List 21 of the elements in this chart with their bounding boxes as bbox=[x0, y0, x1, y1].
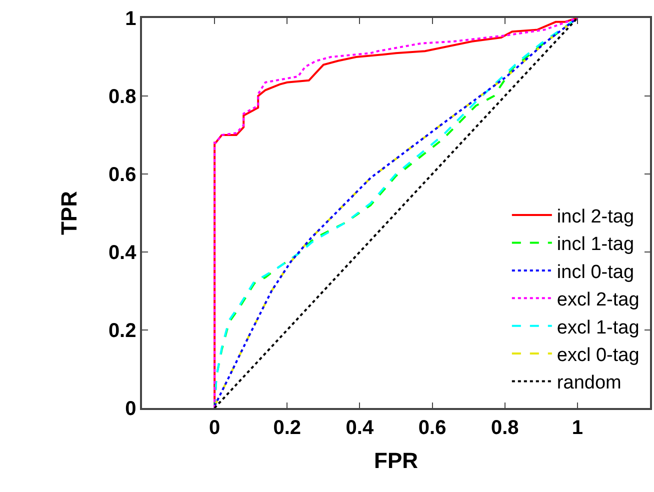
x-tick-label: 0.6 bbox=[418, 416, 446, 439]
y-tick-label: 1 bbox=[125, 8, 136, 30]
legend-label: excl 2-tag bbox=[556, 290, 640, 311]
y-tick-label: 0.2 bbox=[108, 320, 136, 342]
x-tick-label: 0.8 bbox=[490, 416, 519, 439]
legend-label: incl 0-tag bbox=[556, 262, 634, 283]
y-tick-label: 0.6 bbox=[108, 164, 136, 186]
x-axis-title: FPR bbox=[374, 448, 418, 474]
y-axis-title: TPR bbox=[56, 190, 82, 235]
x-tick-label: 0.4 bbox=[346, 416, 374, 439]
legend-label: excl 0-tag bbox=[556, 344, 640, 366]
y-tick-label: 0 bbox=[125, 398, 136, 420]
x-tick-label: 0.2 bbox=[273, 416, 302, 439]
x-tick-label: 0 bbox=[209, 416, 220, 439]
legend-label: incl 2-tag bbox=[556, 206, 634, 228]
y-tick-label: 0.8 bbox=[108, 86, 136, 108]
x-tick-label: 1 bbox=[572, 416, 583, 439]
legend-label: excl 1-tag bbox=[556, 317, 640, 338]
legend-label: random bbox=[556, 372, 622, 394]
y-tick-label: 0.4 bbox=[108, 242, 138, 264]
legend-label: incl 1-tag bbox=[556, 234, 634, 256]
